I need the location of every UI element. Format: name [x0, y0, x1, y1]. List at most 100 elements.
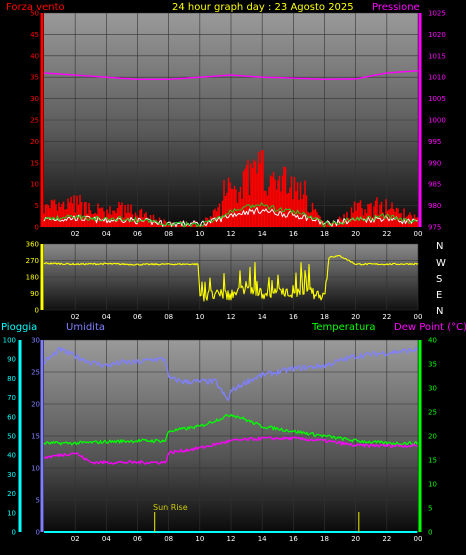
- p3-xtick-label: 22: [382, 535, 391, 543]
- p3-xtick-label: 02: [71, 535, 80, 543]
- compass-n-bottom: N: [436, 306, 443, 317]
- direction-axis-ytick-label: 0: [35, 307, 39, 315]
- wind-axis-ytick-label: 5: [35, 202, 39, 210]
- humidity-axis-ytick-label: 5: [36, 497, 40, 505]
- p1-xtick-label: 04: [102, 230, 111, 238]
- temperature-axis-ytick-label: 30: [428, 385, 437, 393]
- rain-axis-ytick-label: 30: [7, 471, 16, 479]
- p2-xtick-label: 12: [227, 313, 236, 321]
- pressure-axis-ytick-label: 1005: [428, 95, 446, 103]
- wind-axis-ytick-label: 45: [30, 31, 39, 39]
- p1-xtick-label: 12: [227, 230, 236, 238]
- pressure-axis-ytick-label: 985: [428, 181, 441, 189]
- humidity-series-line: [43, 346, 418, 401]
- p1-xtick-label: 22: [382, 230, 391, 238]
- direction-axis-ytick-label: 180: [26, 274, 39, 282]
- p1-xtick-label: 20: [351, 230, 360, 238]
- p2-xtick-label: 20: [351, 313, 360, 321]
- temperature-axis-ytick-label: 20: [428, 433, 437, 441]
- pressure-axis-ytick-label: 990: [428, 159, 441, 167]
- p2-xtick-label: 08: [164, 313, 173, 321]
- wind-axis-ytick-label: 30: [30, 95, 39, 103]
- compass-s: S: [436, 274, 442, 285]
- rain-axis-ytick-label: 60: [7, 413, 16, 421]
- wind-axis-title: Forza vento: [6, 2, 65, 13]
- p2-xtick-label: 16: [289, 313, 298, 321]
- direction-axis-ytick-label: 360: [26, 241, 39, 249]
- p2-xtick-label: 14: [258, 313, 267, 321]
- p1-xtick-label: 06: [133, 230, 142, 238]
- compass-e: E: [436, 290, 442, 301]
- temperature-series-line: [43, 413, 418, 446]
- p3-xtick-label: 16: [289, 535, 298, 543]
- pressure-series-line: [43, 70, 419, 81]
- pressure-axis-ytick-label: 980: [428, 202, 441, 210]
- humidity-axis-title: Umidita: [66, 322, 105, 333]
- compass-w: W: [436, 258, 446, 269]
- p3-xtick-label: 14: [258, 535, 267, 543]
- p1-xtick-label: 00: [414, 230, 423, 238]
- wind-average-line: [43, 202, 418, 228]
- sunrise-label: Sun Rise: [153, 503, 188, 512]
- temperature-axis-ytick-label: 0: [428, 529, 432, 537]
- wind-axis-ytick-label: 50: [30, 10, 39, 18]
- wind-axis-ytick-label: 10: [30, 181, 39, 189]
- p2-xtick-label: 10: [195, 313, 204, 321]
- p1-xtick-label: 18: [320, 230, 329, 238]
- humidity-axis-ytick-label: 20: [31, 401, 40, 409]
- wind-axis-ytick-label: 40: [30, 52, 39, 60]
- humidity-axis-ytick-label: 10: [31, 465, 40, 473]
- dewpoint-axis-title: Dew Point (°C): [394, 322, 466, 333]
- p2-xtick-label: 06: [133, 313, 142, 321]
- wind-axis-ytick-label: 0: [35, 224, 39, 232]
- chart-title: 24 hour graph day : 23 Agosto 2025: [172, 2, 354, 13]
- temperature-axis-ytick-label: 40: [428, 337, 437, 345]
- p1-xtick-label: 10: [195, 230, 204, 238]
- direction-axis-ytick-label: 270: [26, 257, 39, 265]
- series-layer: [43, 70, 419, 533]
- p2-xtick-label: 22: [382, 313, 391, 321]
- rain-axis-ytick-label: 70: [7, 394, 16, 402]
- direction-axis-ytick-label: 90: [30, 290, 39, 298]
- pressure-axis-ytick-label: 1015: [428, 52, 446, 60]
- temperature-axis-ytick-label: 5: [428, 505, 432, 513]
- temperature-axis-ytick-label: 10: [428, 481, 437, 489]
- p3-xtick-label: 18: [320, 535, 329, 543]
- p3-xtick-label: 06: [133, 535, 142, 543]
- p1-xtick-label: 14: [258, 230, 267, 238]
- dewpoint-series-line: [43, 436, 418, 465]
- rain-axis-ytick-label: 0: [12, 529, 16, 537]
- p1-xtick-label: 08: [164, 230, 173, 238]
- p3-xtick-label: 08: [164, 535, 173, 543]
- wind-axis-ytick-label: 15: [30, 159, 39, 167]
- wind-axis-ytick-label: 35: [30, 74, 39, 82]
- temperature-axis-ytick-label: 35: [428, 361, 437, 369]
- rain-axis-ytick-label: 80: [7, 375, 16, 383]
- wind-axis-ytick-label: 25: [30, 117, 39, 125]
- p2-xtick-label: 02: [71, 313, 80, 321]
- p2-xtick-label: 00: [414, 313, 423, 321]
- humidity-axis-ytick-label: 30: [31, 337, 40, 345]
- pressure-axis-ytick-label: 1025: [428, 10, 446, 18]
- temperature-axis-title: Temperatura: [311, 322, 376, 333]
- p3-xtick-label: 00: [414, 535, 423, 543]
- pressure-axis-ytick-label: 1020: [428, 31, 446, 39]
- p2-xtick-label: 18: [320, 313, 329, 321]
- rain-axis-ytick-label: 50: [7, 433, 16, 441]
- rain-axis-ytick-label: 90: [7, 356, 16, 364]
- p3-xtick-label: 12: [227, 535, 236, 543]
- rain-axis-ytick-label: 20: [7, 490, 16, 498]
- p3-xtick-label: 20: [351, 535, 360, 543]
- temperature-axis-ytick-label: 15: [428, 457, 437, 465]
- rain-axis-ytick-label: 40: [7, 452, 16, 460]
- pressure-axis-ytick-label: 995: [428, 138, 441, 146]
- rain-axis-ytick-label: 10: [7, 509, 16, 517]
- direction-series-line: [43, 254, 419, 302]
- p2-xtick-label: 04: [102, 313, 111, 321]
- humidity-axis-ytick-label: 0: [36, 529, 40, 537]
- pressure-axis-ytick-label: 1000: [428, 117, 446, 125]
- compass-n-top: N: [436, 241, 443, 252]
- p3-xtick-label: 04: [102, 535, 111, 543]
